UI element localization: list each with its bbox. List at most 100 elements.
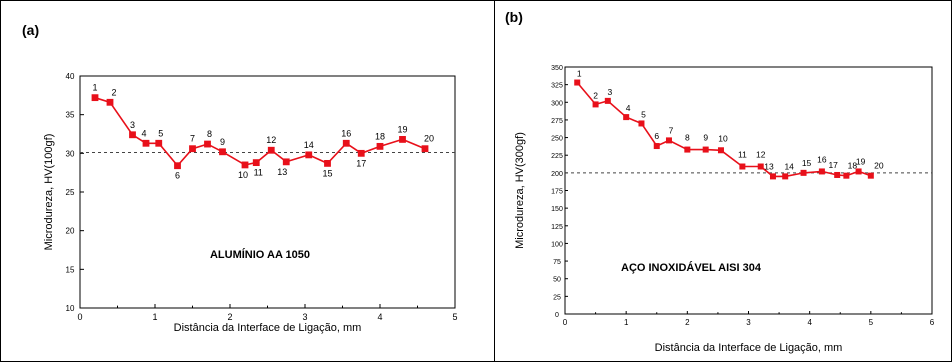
data-point-label: 20	[424, 134, 434, 144]
y-axis-label: Microdureza, HV(100gf)	[43, 134, 55, 251]
data-point-label: 4	[141, 128, 146, 138]
y-tick-label: 250	[551, 136, 563, 143]
data-point-label: 12	[756, 150, 766, 160]
data-point-marker	[800, 169, 807, 176]
x-tick-label: 2	[685, 318, 690, 327]
y-tick-label: 25	[66, 188, 75, 197]
panel-divider	[494, 0, 495, 362]
data-point-label: 16	[817, 154, 827, 164]
data-point-label: 13	[764, 161, 774, 171]
x-tick-label: 4	[807, 318, 812, 327]
data-point-label: 7	[669, 125, 674, 135]
data-point-label: 18	[375, 131, 385, 141]
data-point-marker	[399, 136, 406, 143]
data-point-marker	[717, 147, 724, 154]
data-point-marker	[592, 101, 599, 108]
data-point-marker	[421, 145, 429, 153]
data-point-marker	[241, 161, 249, 169]
data-point-marker	[155, 139, 163, 147]
data-point-label: 9	[703, 133, 708, 143]
data-point-label: 11	[738, 150, 747, 160]
data-point-marker	[638, 120, 645, 127]
x-tick-label: 6	[930, 318, 935, 327]
x-tick-label: 5	[869, 318, 874, 327]
data-point-label: 15	[802, 158, 812, 168]
data-point-marker	[282, 158, 290, 166]
data-point-label: 15	[322, 168, 332, 178]
data-point-marker	[684, 146, 691, 153]
data-point-marker	[702, 146, 709, 153]
y-axis-label: Microdureza, HV(300gf)	[514, 132, 526, 249]
data-point-label: 11	[254, 168, 263, 178]
data-point-label: 13	[277, 167, 287, 177]
data-point-label: 10	[238, 170, 248, 180]
x-tick-label: 1	[152, 312, 157, 322]
data-point-marker	[342, 139, 350, 147]
data-point-marker	[174, 162, 181, 170]
x-tick-label: 5	[452, 312, 457, 322]
y-tick-label: 225	[551, 153, 563, 160]
data-point-marker	[855, 168, 862, 175]
y-tick-label: 125	[551, 224, 563, 231]
y-tick-label: 35	[66, 111, 75, 120]
data-point-label: 18	[848, 161, 858, 171]
data-point-marker	[252, 159, 260, 167]
y-tick-label: 50	[553, 277, 561, 284]
data-point-marker	[574, 79, 581, 86]
data-point-label: 17	[356, 158, 366, 168]
data-point-marker	[653, 143, 660, 150]
x-tick-label: 1	[624, 318, 629, 327]
data-point-label: 14	[784, 161, 794, 171]
y-tick-label: 20	[66, 227, 75, 236]
data-point-label: 2	[111, 87, 116, 97]
y-tick-label: 30	[66, 149, 75, 158]
data-point-marker	[376, 142, 384, 150]
data-point-label: 5	[158, 128, 163, 138]
data-point-label: 3	[130, 120, 135, 130]
data-point-label: 1	[577, 69, 582, 79]
x-tick-label: 2	[227, 312, 232, 322]
data-point-label: 1	[92, 83, 97, 93]
data-point-label: 2	[593, 90, 598, 100]
data-point-label: 8	[207, 129, 212, 139]
data-point-marker	[204, 140, 211, 148]
y-tick-label: 200	[551, 171, 563, 178]
data-point-marker	[843, 172, 850, 179]
x-tick-label: 4	[377, 312, 382, 322]
data-point-label: 7	[190, 134, 195, 144]
y-tick-label: 15	[66, 265, 75, 274]
y-tick-label: 25	[553, 294, 561, 301]
y-tick-label: 100	[551, 241, 563, 248]
data-point-marker	[769, 173, 776, 180]
panel-tag: (a)	[22, 22, 39, 38]
data-point-label: 16	[341, 128, 351, 138]
data-point-marker	[739, 163, 746, 170]
data-point-marker	[623, 114, 630, 121]
data-point-label: 4	[626, 103, 631, 113]
material-annotation: ALUMÍNIO AA 1050	[210, 248, 310, 261]
y-tick-label: 10	[66, 304, 75, 313]
data-point-label: 8	[685, 133, 690, 143]
data-point-label: 12	[266, 135, 276, 145]
y-tick-label: 40	[66, 72, 75, 81]
y-tick-label: 275	[551, 118, 563, 125]
plot-area-frame	[564, 66, 933, 315]
data-point-marker	[129, 131, 136, 139]
data-point-marker	[106, 98, 114, 106]
x-tick-label: 0	[77, 312, 82, 322]
data-point-marker	[604, 97, 611, 104]
data-point-label: 9	[220, 137, 225, 147]
x-tick-label: 3	[746, 318, 751, 327]
data-point-marker	[867, 172, 874, 179]
data-point-marker	[267, 146, 275, 154]
data-point-marker	[142, 139, 150, 147]
data-point-label: 3	[607, 87, 612, 97]
data-point-marker	[665, 137, 672, 144]
x-tick-label: 0	[563, 318, 568, 327]
y-tick-label: 150	[551, 206, 563, 213]
data-point-marker	[834, 171, 841, 178]
data-point-label: 14	[304, 140, 314, 150]
panel-tag: (b)	[505, 9, 523, 25]
data-point-label: 19	[856, 156, 866, 166]
y-tick-label: 175	[551, 189, 563, 196]
